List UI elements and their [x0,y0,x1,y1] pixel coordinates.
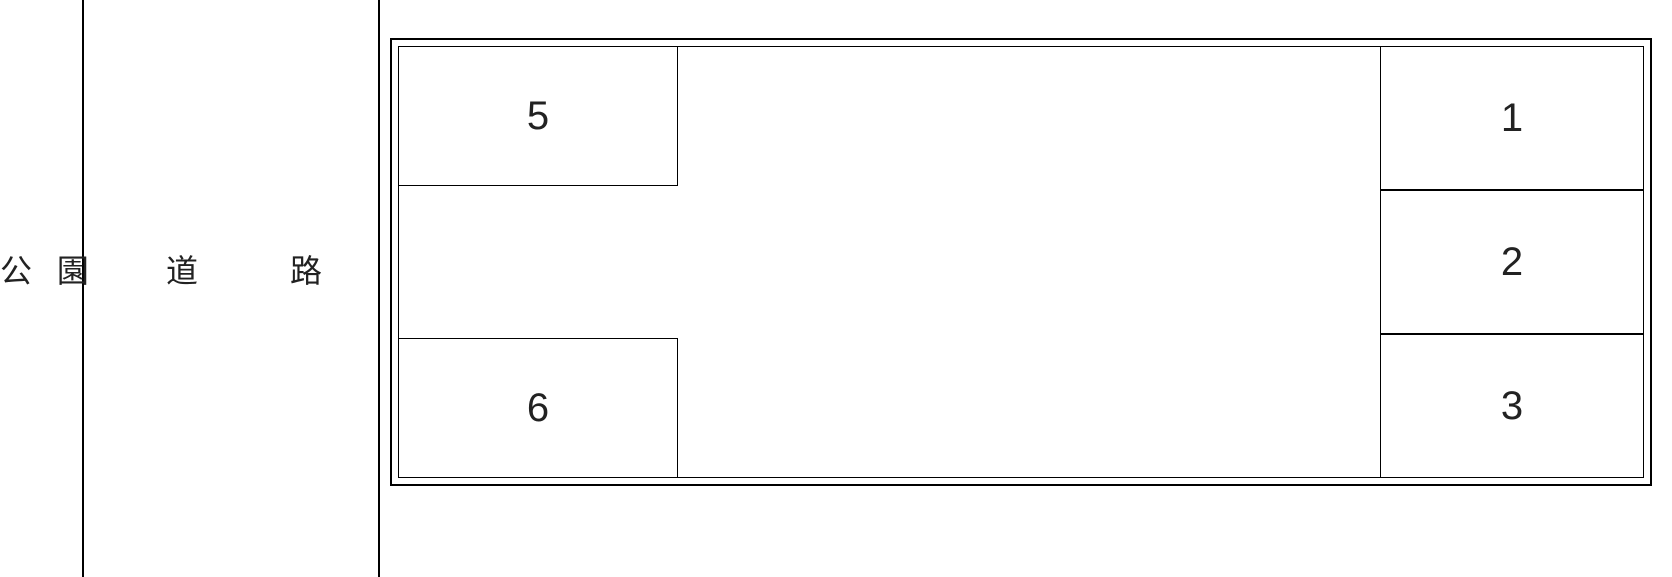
parking-space-3: 3 [1380,334,1644,478]
road-boundary-line [378,0,380,577]
parking-diagram: 公 園 道 路 5 6 1 2 3 [0,0,1672,577]
parking-space-5: 5 [398,46,678,186]
parking-space-1: 1 [1380,46,1644,190]
parking-space-6: 6 [398,338,678,478]
label-road: 道 路 [166,246,352,292]
parking-space-2: 2 [1380,190,1644,334]
label-park: 公 園 [0,246,97,292]
